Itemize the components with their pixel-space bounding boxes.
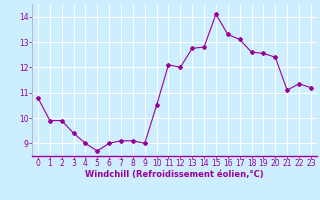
- X-axis label: Windchill (Refroidissement éolien,°C): Windchill (Refroidissement éolien,°C): [85, 170, 264, 179]
